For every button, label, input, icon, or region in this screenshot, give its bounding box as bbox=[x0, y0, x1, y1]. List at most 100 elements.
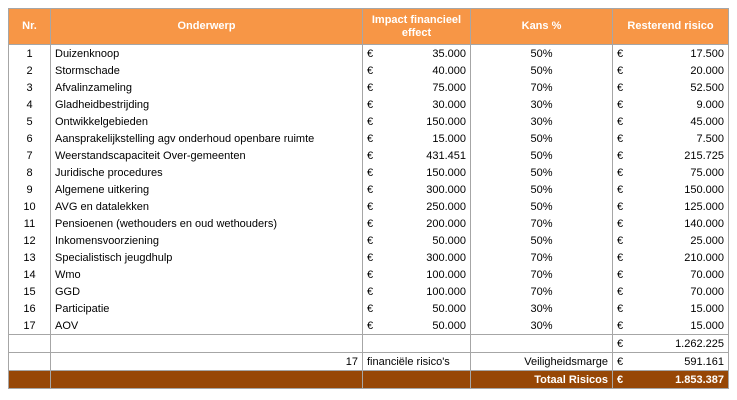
chance: 50% bbox=[470, 164, 613, 181]
row: 1 Duizenknoop €35.000 50% €17.500 bbox=[8, 44, 729, 62]
currency: € bbox=[367, 149, 374, 162]
impact: €50.000 bbox=[362, 300, 471, 317]
subject: AVG en datalekken bbox=[50, 198, 363, 215]
amount: 20.000 bbox=[690, 64, 724, 77]
chance: 50% bbox=[470, 44, 613, 62]
money: €150.000 bbox=[367, 167, 466, 179]
money: €300.000 bbox=[367, 252, 466, 264]
nr: 9 bbox=[8, 181, 51, 198]
subject: GGD bbox=[50, 283, 363, 300]
row: 7 Weerstandscapaciteit Over-gemeenten €431… bbox=[8, 147, 729, 164]
chance: 70% bbox=[470, 79, 613, 96]
currency: € bbox=[367, 302, 374, 315]
impact: €35.000 bbox=[362, 44, 471, 62]
nr: 16 bbox=[8, 300, 51, 317]
amount: 70.000 bbox=[690, 285, 724, 298]
empty-cell bbox=[8, 334, 51, 353]
currency: € bbox=[367, 217, 374, 230]
currency: € bbox=[367, 319, 374, 332]
amount: 17.500 bbox=[690, 47, 724, 60]
remaining: €70.000 bbox=[612, 283, 729, 300]
remaining: €210.000 bbox=[612, 249, 729, 266]
amount: 15.000 bbox=[690, 302, 724, 315]
row: 6 Aansprakelijkstelling agv onderhoud ope… bbox=[8, 130, 729, 147]
amount: 591.161 bbox=[684, 355, 724, 368]
remaining: €52.500 bbox=[612, 79, 729, 96]
subject: Gladheidbestrijding bbox=[50, 96, 363, 113]
nr: 11 bbox=[8, 215, 51, 232]
money: €52.500 bbox=[617, 82, 724, 94]
chance: 30% bbox=[470, 96, 613, 113]
amount: 100.000 bbox=[426, 268, 466, 281]
row: 13 Specialistisch jeugdhulp €300.000 70% €21… bbox=[8, 249, 729, 266]
money: €15.000 bbox=[617, 320, 724, 332]
remaining: €17.500 bbox=[612, 44, 729, 62]
header-cell: Impact financieel effect bbox=[362, 8, 471, 45]
remaining: €70.000 bbox=[612, 266, 729, 283]
remaining: €140.000 bbox=[612, 215, 729, 232]
row: 8 Juridische procedures €150.000 50% €75.000 bbox=[8, 164, 729, 181]
currency: € bbox=[617, 166, 624, 179]
currency: € bbox=[617, 268, 624, 281]
remaining: €9.000 bbox=[612, 96, 729, 113]
subject: Aansprakelijkstelling agv onderhoud open… bbox=[50, 130, 363, 147]
row: 5 Ontwikkelgebieden €150.000 30% €45.000 bbox=[8, 113, 729, 130]
money: €45.000 bbox=[617, 116, 724, 128]
nr: 4 bbox=[8, 96, 51, 113]
currency: € bbox=[367, 81, 374, 94]
impact: €300.000 bbox=[362, 249, 471, 266]
amount: 150.000 bbox=[684, 183, 724, 196]
chance: 50% bbox=[470, 232, 613, 249]
chance: 30% bbox=[470, 300, 613, 317]
amount: 7.500 bbox=[696, 132, 724, 145]
remaining: €20.000 bbox=[612, 62, 729, 79]
remaining: €45.000 bbox=[612, 113, 729, 130]
row: 15 GGD €100.000 70% €70.000 bbox=[8, 283, 729, 300]
money: €7.500 bbox=[617, 133, 724, 145]
header-cell: Kans % bbox=[470, 8, 613, 45]
header-cell: Onderwerp bbox=[50, 8, 363, 45]
nr: 8 bbox=[8, 164, 51, 181]
money: €50.000 bbox=[367, 235, 466, 247]
currency: € bbox=[617, 337, 624, 350]
money: €35.000 bbox=[367, 48, 466, 60]
margin: €591.161 bbox=[612, 352, 729, 371]
money: €591.161 bbox=[617, 356, 724, 368]
amount: 125.000 bbox=[684, 200, 724, 213]
subtotal: €1.262.225 bbox=[612, 334, 729, 353]
subject: Inkomensvoorziening bbox=[50, 232, 363, 249]
subject: Juridische procedures bbox=[50, 164, 363, 181]
empty-cell bbox=[362, 370, 471, 389]
currency: € bbox=[367, 200, 374, 213]
currency: € bbox=[367, 268, 374, 281]
count: 17 bbox=[50, 352, 363, 371]
money: €1.262.225 bbox=[617, 338, 724, 350]
header-row: Nr. Onderwerp Impact financieel effect Kans… bbox=[8, 8, 729, 45]
remaining: €150.000 bbox=[612, 181, 729, 198]
impact: €40.000 bbox=[362, 62, 471, 79]
empty-cell bbox=[470, 334, 613, 353]
amount: 215.725 bbox=[684, 149, 724, 162]
row: 14 Wmo €100.000 70% €70.000 bbox=[8, 266, 729, 283]
remaining: €15.000 bbox=[612, 317, 729, 335]
empty-cell bbox=[50, 370, 363, 389]
amount: 50.000 bbox=[432, 302, 466, 315]
remaining: €125.000 bbox=[612, 198, 729, 215]
empty-cell bbox=[362, 334, 471, 353]
header-cell: Nr. bbox=[8, 8, 51, 45]
total: €1.853.387 bbox=[612, 370, 729, 389]
chance: 50% bbox=[470, 147, 613, 164]
money: €100.000 bbox=[367, 269, 466, 281]
chance: 70% bbox=[470, 283, 613, 300]
money: €30.000 bbox=[367, 99, 466, 111]
currency: € bbox=[617, 81, 624, 94]
remaining: €7.500 bbox=[612, 130, 729, 147]
amount: 300.000 bbox=[426, 251, 466, 264]
chance: 30% bbox=[470, 317, 613, 335]
amount: 50.000 bbox=[432, 319, 466, 332]
remaining: €25.000 bbox=[612, 232, 729, 249]
amount: 100.000 bbox=[426, 285, 466, 298]
currency: € bbox=[367, 132, 374, 145]
chance: 30% bbox=[470, 113, 613, 130]
nr: 5 bbox=[8, 113, 51, 130]
